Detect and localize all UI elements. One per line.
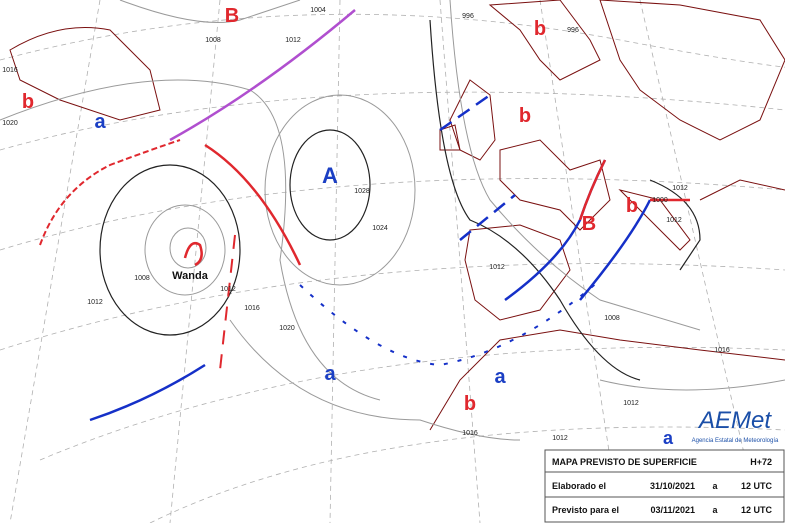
isobar-label: 1008 xyxy=(604,315,620,322)
isobar-label: 1020 xyxy=(2,120,18,127)
pressure-center: a xyxy=(494,366,506,388)
isobar-label: 1020 xyxy=(279,325,295,332)
pressure-center: a xyxy=(324,363,336,385)
info-cell: Elaborado el xyxy=(552,481,606,491)
isobar-label: 1012 xyxy=(552,435,568,442)
pressure-center: a xyxy=(94,111,106,133)
pressure-center: b xyxy=(22,91,34,113)
info-cell: Previsto para el xyxy=(552,505,619,515)
info-box: MAPA PREVISTO DE SUPERFICIE H+72 Elabora… xyxy=(544,449,785,523)
info-box-frame xyxy=(544,449,785,523)
isobar-label: 1012 xyxy=(87,299,103,306)
isobar-label: 1012 xyxy=(623,400,639,407)
isobar-label: 1008 xyxy=(134,275,150,282)
isobar-label: 1012 xyxy=(285,37,301,44)
info-cell: 31/10/2021 xyxy=(650,481,695,491)
info-lead: H+72 xyxy=(750,457,772,467)
isobar-label: 1008 xyxy=(205,37,221,44)
info-cell: 03/11/2021 xyxy=(650,505,695,515)
logo-name: AEMet xyxy=(697,407,772,434)
storm-name: Wanda xyxy=(172,270,209,282)
isobar-label: 996 xyxy=(567,27,579,34)
info-cell: 12 UTC xyxy=(741,481,773,491)
isobar-label: 1012 xyxy=(220,286,236,293)
pressure-center: b xyxy=(464,393,476,415)
info-cell: a xyxy=(712,481,718,491)
pressure-center: b xyxy=(626,195,638,217)
isobar-label: 1016 xyxy=(244,305,260,312)
logo: AEMet Agencia Estatal de Meteorología xyxy=(692,407,779,444)
isobar-label: 1012 xyxy=(666,217,682,224)
fronts xyxy=(39,9,690,422)
isobars xyxy=(0,0,785,441)
pressure-center: b xyxy=(534,18,546,40)
isobar-label: 996 xyxy=(462,13,474,20)
pressure-center: b xyxy=(519,105,531,127)
pressure-center: B xyxy=(582,213,596,235)
info-title: MAPA PREVISTO DE SUPERFICIE xyxy=(552,457,697,467)
isobar-label: 1000 xyxy=(652,197,668,204)
pressure-center: a xyxy=(663,428,674,448)
isobar-label: 1016 xyxy=(714,347,730,354)
isobar-label: 1016 xyxy=(2,67,18,74)
logo-subtitle: Agencia Estatal de Meteorología xyxy=(692,438,779,444)
isobar-label: 1004 xyxy=(310,7,326,14)
pressure-center: A xyxy=(322,163,338,188)
isobar-label: 1024 xyxy=(372,225,388,232)
info-cell: 12 UTC xyxy=(741,505,773,515)
pressure-center: B xyxy=(225,5,239,27)
isobar-label: 1016 xyxy=(462,430,478,437)
coastlines xyxy=(9,0,785,431)
isobar-label: 1028 xyxy=(354,188,370,195)
isobar-label: 1012 xyxy=(672,185,688,192)
isobar-label: 1012 xyxy=(489,264,505,271)
info-cell: a xyxy=(712,505,718,515)
